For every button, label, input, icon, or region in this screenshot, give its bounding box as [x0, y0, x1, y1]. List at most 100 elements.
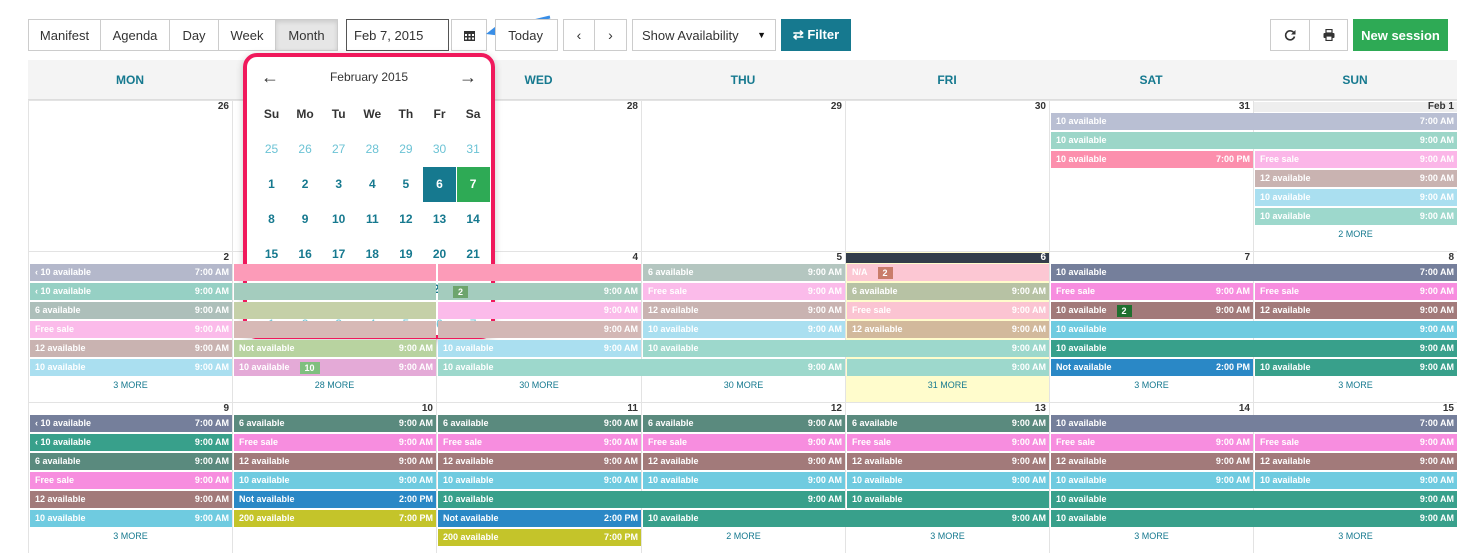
- more-link[interactable]: 3 MORE: [113, 380, 148, 390]
- datepicker-day[interactable]: 2: [301, 177, 309, 191]
- day-number[interactable]: 31: [1238, 101, 1250, 112]
- datepicker-day[interactable]: 11: [365, 212, 379, 226]
- session-event[interactable]: 10 available 9:00 AM: [1051, 321, 1457, 338]
- session-event[interactable]: Free sale 9:00 AM: [847, 302, 1049, 319]
- session-event[interactable]: 12 available 9:00 AM: [234, 453, 436, 470]
- session-event[interactable]: 12 available 9:00 AM: [1255, 170, 1457, 187]
- calendar-picker-button[interactable]: [451, 19, 487, 51]
- session-event[interactable]: 6 available 9:00 AM: [847, 283, 1049, 300]
- session-event[interactable]: 10 available 9:00 AM: [643, 321, 845, 338]
- session-event[interactable]: 9:00 AM: [438, 321, 641, 338]
- day-cell[interactable]: 14 10 available 7:00 AM Free sale 9:00 AM 12 …: [1049, 402, 1457, 553]
- session-event[interactable]: 6 available 9:00 AM: [30, 453, 232, 470]
- session-event[interactable]: 10 available 7:00 AM: [1051, 415, 1457, 432]
- session-event[interactable]: Free sale 9:00 AM: [438, 434, 641, 451]
- session-event[interactable]: 12 available 9:00 AM: [438, 453, 641, 470]
- day-number[interactable]: 28: [626, 101, 638, 112]
- datepicker-day[interactable]: 7: [456, 167, 490, 202]
- day-cell[interactable]: 11 6 available 9:00 AM Free sale 9:00 AM 12 a…: [436, 402, 845, 553]
- session-event[interactable]: 12 available 9:00 AM: [643, 302, 845, 319]
- day-number[interactable]: 7: [1244, 252, 1250, 263]
- day-cell[interactable]: 4 2 9:00 AM 9:00 AM 9:00 AM 10 available 9:00 …: [436, 251, 845, 402]
- more-link[interactable]: 31 MORE: [927, 380, 968, 390]
- datepicker-day[interactable]: 27: [332, 142, 346, 156]
- datepicker-day[interactable]: 14: [466, 212, 480, 226]
- session-event[interactable]: 10 available 9:00 AM: [1051, 510, 1457, 527]
- prev-button[interactable]: ‹: [563, 19, 595, 51]
- session-event[interactable]: Free sale 9:00 AM: [1255, 283, 1457, 300]
- more-link[interactable]: 2 MORE: [726, 531, 761, 541]
- session-event[interactable]: 200 available 7:00 PM: [234, 510, 436, 527]
- session-event[interactable]: 12 available 9:00 AM: [847, 321, 1049, 338]
- session-event[interactable]: 12 available 9:00 AM: [30, 340, 232, 357]
- session-event[interactable]: 6 available 9:00 AM: [643, 264, 845, 281]
- session-event[interactable]: 10 available 9:00 AM: [30, 510, 232, 527]
- session-event[interactable]: 10 available 9:00 AM: [1051, 472, 1253, 489]
- day-number[interactable]: 15: [1442, 403, 1454, 414]
- day-cell[interactable]: 15 Free sale 9:00 AM 12 available 9:00 AM 10 …: [1253, 402, 1457, 553]
- day-cell[interactable]: 31 10 available 7:00 AM 10 available 9:00 AM…: [1049, 100, 1457, 251]
- more-link[interactable]: 3 MORE: [1338, 531, 1373, 541]
- session-event[interactable]: 10 available 9:00 AM: [643, 340, 1049, 357]
- datepicker-day[interactable]: 29: [399, 142, 413, 156]
- more-link[interactable]: 28 MORE: [314, 380, 355, 390]
- day-number[interactable]: 29: [830, 101, 842, 112]
- day-cell[interactable]: 12 6 available 9:00 AM Free sale 9:00 AM 12 a…: [641, 402, 1049, 553]
- next-button[interactable]: ›: [594, 19, 627, 51]
- session-event[interactable]: Not available 9:00 AM: [234, 340, 436, 357]
- session-event[interactable]: ‹ 10 available 7:00 AM: [30, 415, 232, 432]
- session-event[interactable]: 12 available 9:00 AM: [643, 453, 845, 470]
- session-event[interactable]: 10 available 9:00 AM: [1051, 132, 1457, 149]
- filter-button[interactable]: ⇄ Filter: [781, 19, 851, 51]
- session-event[interactable]: 10 available: [847, 491, 1049, 508]
- session-event[interactable]: 10 available 2 9:00 AM: [1051, 302, 1253, 319]
- datepicker-day[interactable]: 30: [432, 142, 447, 156]
- new-session-button[interactable]: New session: [1353, 19, 1448, 51]
- session-event[interactable]: Not available 2:00 PM: [1051, 359, 1253, 376]
- session-event[interactable]: 200 available 7:00 PM: [438, 529, 641, 546]
- more-link[interactable]: 30 MORE: [519, 380, 559, 390]
- datepicker-day[interactable]: 21: [466, 247, 480, 261]
- session-event[interactable]: 6 available 9:00 AM: [30, 302, 232, 319]
- datepicker-day[interactable]: 18: [365, 247, 379, 261]
- session-event[interactable]: Free sale 9:00 AM: [643, 434, 845, 451]
- more-link[interactable]: 3 MORE: [1338, 380, 1373, 390]
- session-event[interactable]: Free sale 9:00 AM: [847, 434, 1049, 451]
- session-event[interactable]: 9:00 AM: [847, 359, 1049, 376]
- day-cell[interactable]: 10 6 available 9:00 AM Free sale 9:00 AM 12 a…: [232, 402, 436, 553]
- session-event[interactable]: 6 available 9:00 AM: [643, 415, 845, 432]
- day-cell[interactable]: 9 ‹ 10 available 7:00 AM ‹ 10 available 9:00…: [28, 402, 232, 553]
- datepicker-day[interactable]: 15: [264, 247, 279, 261]
- datepicker-day[interactable]: 4: [368, 177, 376, 191]
- datepicker-day[interactable]: 6: [423, 167, 456, 202]
- session-event[interactable]: 2 9:00 AM: [438, 283, 641, 300]
- datepicker-day[interactable]: 20: [432, 247, 447, 261]
- datepicker-day[interactable]: 17: [332, 247, 346, 261]
- session-event[interactable]: 12 available 9:00 AM: [847, 453, 1049, 470]
- session-event[interactable]: [234, 264, 436, 281]
- session-event[interactable]: Free sale 9:00 AM: [643, 283, 845, 300]
- session-event[interactable]: 10 available 9:00 AM: [438, 340, 641, 357]
- day-number[interactable]: 14: [1238, 403, 1250, 414]
- more-link[interactable]: 30 MORE: [723, 380, 764, 390]
- day-number[interactable]: 5: [836, 252, 842, 263]
- session-event[interactable]: 10 available 9:00 AM: [1255, 208, 1457, 225]
- session-event[interactable]: Free sale 9:00 AM: [1255, 151, 1457, 168]
- session-event[interactable]: Free sale 9:00 AM: [30, 472, 232, 489]
- day-number[interactable]: 9: [223, 403, 229, 414]
- view-month-button[interactable]: Month: [275, 19, 338, 51]
- session-event[interactable]: 10 available 9:00 AM: [1255, 472, 1457, 489]
- day-cell[interactable]: 2 ‹ 10 available 7:00 AM ‹ 10 available 9:00…: [28, 251, 232, 402]
- session-event[interactable]: Free sale 9:00 AM: [234, 434, 436, 451]
- day-number[interactable]: 12: [830, 403, 842, 414]
- arrow-left-icon[interactable]: ←: [261, 67, 279, 87]
- session-event[interactable]: 10 available 9:00 AM: [1051, 340, 1457, 357]
- session-event[interactable]: Free sale 9:00 AM: [1051, 283, 1253, 300]
- refresh-button[interactable]: [1270, 19, 1310, 51]
- session-event[interactable]: Not available 2:00 PM: [234, 491, 436, 508]
- session-event[interactable]: [234, 321, 436, 338]
- print-button[interactable]: [1309, 19, 1348, 51]
- session-event[interactable]: 12 available 9:00 AM: [1255, 302, 1457, 319]
- session-event[interactable]: ‹ 10 available 9:00 AM: [30, 283, 232, 300]
